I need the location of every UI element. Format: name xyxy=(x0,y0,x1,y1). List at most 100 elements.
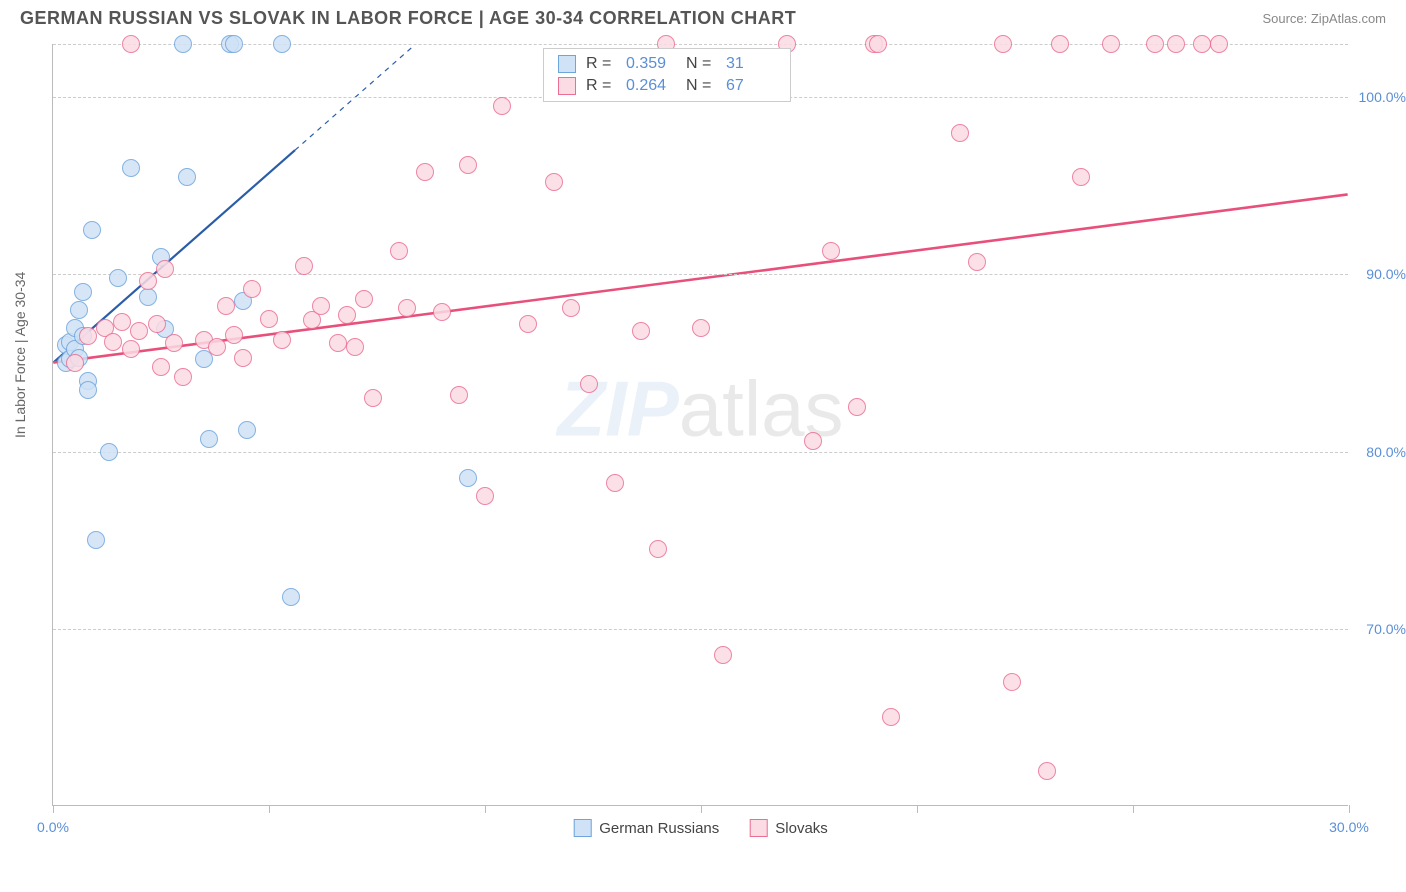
x-tick xyxy=(485,805,486,813)
scatter-point xyxy=(122,35,140,53)
scatter-point xyxy=(1146,35,1164,53)
scatter-point xyxy=(692,319,710,337)
scatter-point xyxy=(234,349,252,367)
scatter-point xyxy=(156,260,174,278)
scatter-point xyxy=(1193,35,1211,53)
stat-n-label: N = xyxy=(686,77,716,95)
scatter-point xyxy=(122,159,140,177)
x-tick xyxy=(53,805,54,813)
scatter-point xyxy=(450,386,468,404)
correlation-stats-box: R = 0.359 N = 31 R = 0.264 N = 67 xyxy=(543,48,791,102)
scatter-point xyxy=(83,221,101,239)
x-tick xyxy=(1349,805,1350,813)
scatter-point xyxy=(225,35,243,53)
stat-row-german-russians: R = 0.359 N = 31 xyxy=(544,53,790,75)
scatter-point xyxy=(519,315,537,333)
swatch-german-russians xyxy=(558,55,576,73)
scatter-point xyxy=(822,242,840,260)
legend-swatch xyxy=(573,819,591,837)
y-tick-label: 80.0% xyxy=(1366,444,1406,460)
scatter-point xyxy=(238,421,256,439)
scatter-point xyxy=(200,430,218,448)
scatter-point xyxy=(312,297,330,315)
scatter-point xyxy=(273,331,291,349)
scatter-point xyxy=(714,646,732,664)
scatter-point xyxy=(562,299,580,317)
scatter-point xyxy=(1003,673,1021,691)
scatter-point xyxy=(416,163,434,181)
stat-r-value: 0.359 xyxy=(626,55,676,73)
y-tick-label: 90.0% xyxy=(1366,266,1406,282)
x-tick xyxy=(701,805,702,813)
legend-label: German Russians xyxy=(599,820,719,837)
scatter-point xyxy=(1210,35,1228,53)
stat-n-value: 31 xyxy=(726,55,776,73)
gridline-horizontal xyxy=(53,452,1348,453)
scatter-point xyxy=(273,35,291,53)
stat-n-label: N = xyxy=(686,55,716,73)
scatter-point xyxy=(869,35,887,53)
scatter-point xyxy=(338,306,356,324)
scatter-point xyxy=(165,334,183,352)
scatter-point xyxy=(295,257,313,275)
scatter-point xyxy=(459,469,477,487)
stat-r-value: 0.264 xyxy=(626,77,676,95)
stat-row-slovaks: R = 0.264 N = 67 xyxy=(544,75,790,97)
scatter-point xyxy=(282,588,300,606)
scatter-point xyxy=(1167,35,1185,53)
scatter-point xyxy=(113,313,131,331)
scatter-point xyxy=(649,540,667,558)
scatter-point xyxy=(74,283,92,301)
scatter-point xyxy=(476,487,494,505)
scatter-point xyxy=(100,443,118,461)
scatter-point xyxy=(346,338,364,356)
swatch-slovaks xyxy=(558,77,576,95)
scatter-point xyxy=(968,253,986,271)
scatter-point xyxy=(66,354,84,372)
scatter-point xyxy=(882,708,900,726)
legend: German Russians Slovaks xyxy=(573,819,828,837)
scatter-point xyxy=(208,338,226,356)
x-tick xyxy=(269,805,270,813)
scatter-point xyxy=(355,290,373,308)
scatter-point xyxy=(364,389,382,407)
scatter-point xyxy=(493,97,511,115)
scatter-point xyxy=(1102,35,1120,53)
scatter-point xyxy=(225,326,243,344)
scatter-point xyxy=(1072,168,1090,186)
scatter-point xyxy=(390,242,408,260)
legend-item-german-russians: German Russians xyxy=(573,819,719,837)
watermark: ZIPatlas xyxy=(557,364,843,455)
scatter-point xyxy=(804,432,822,450)
scatter-point xyxy=(1038,762,1056,780)
scatter-point xyxy=(545,173,563,191)
scatter-point xyxy=(122,340,140,358)
scatter-point xyxy=(260,310,278,328)
stat-r-label: R = xyxy=(586,77,616,95)
scatter-point xyxy=(433,303,451,321)
y-tick-label: 70.0% xyxy=(1366,621,1406,637)
scatter-point xyxy=(174,368,192,386)
scatter-point xyxy=(87,531,105,549)
scatter-point xyxy=(329,334,347,352)
scatter-point xyxy=(104,333,122,351)
legend-label: Slovaks xyxy=(775,820,828,837)
scatter-point xyxy=(139,288,157,306)
x-tick-label: 30.0% xyxy=(1329,819,1369,835)
scatter-point xyxy=(994,35,1012,53)
scatter-point xyxy=(632,322,650,340)
y-axis-title: In Labor Force | Age 30-34 xyxy=(12,272,28,438)
source-attribution: Source: ZipAtlas.com xyxy=(1262,11,1386,26)
chart-title: GERMAN RUSSIAN VS SLOVAK IN LABOR FORCE … xyxy=(20,8,796,29)
scatter-point xyxy=(130,322,148,340)
gridline-horizontal xyxy=(53,274,1348,275)
stat-n-value: 67 xyxy=(726,77,776,95)
scatter-point xyxy=(459,156,477,174)
legend-item-slovaks: Slovaks xyxy=(749,819,828,837)
scatter-point xyxy=(1051,35,1069,53)
scatter-point xyxy=(152,358,170,376)
scatter-point xyxy=(580,375,598,393)
scatter-point xyxy=(606,474,624,492)
scatter-point xyxy=(174,35,192,53)
x-tick xyxy=(1133,805,1134,813)
